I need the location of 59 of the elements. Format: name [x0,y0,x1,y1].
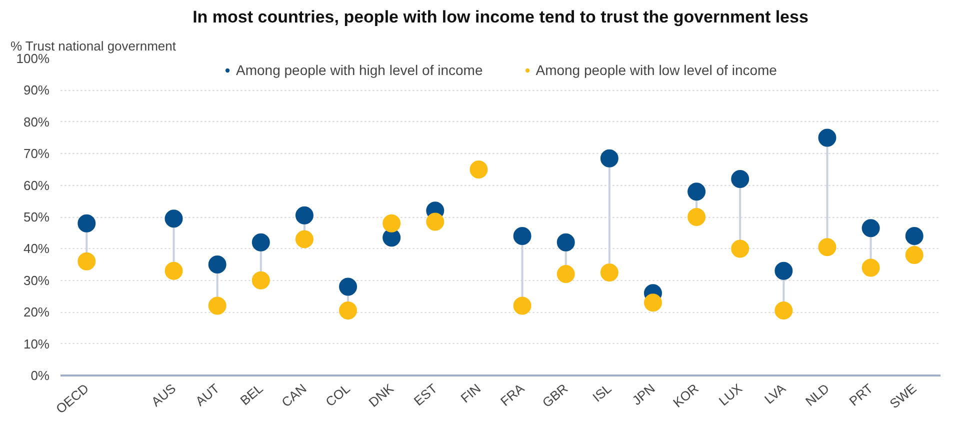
y-tick-label: 60% [23,178,50,193]
y-tick-label: 30% [23,272,50,288]
point [513,227,532,246]
point [208,296,226,315]
point [731,240,750,258]
y-tick-label: 50% [23,210,50,224]
point [164,262,183,280]
point [862,219,880,238]
point [208,256,226,274]
x-tick-label: NLD [802,380,832,409]
point [78,214,96,232]
x-tick-label: FRA [498,380,528,409]
point [556,265,575,284]
point [731,170,750,188]
x-tick-label: LUX [716,380,746,408]
point [382,214,401,232]
point [818,238,836,256]
y-tick-label: 20% [23,304,50,320]
point [818,128,836,147]
point [688,208,706,226]
x-tick-label: COL [322,380,353,410]
point [513,296,532,315]
y-tick-label: 40% [23,241,50,256]
legend-label: Among people with high level of income [236,62,483,78]
y-axis-title: % Trust national government [10,38,176,54]
point [295,230,314,248]
point [426,212,444,231]
point [470,160,488,178]
point [600,263,618,282]
point [774,262,793,280]
x-tick-label: GBR [539,380,571,410]
point [295,206,314,224]
point [164,210,183,228]
x-tick-label: BEL [237,380,266,408]
point [339,278,358,296]
point [688,182,706,201]
point [774,302,793,320]
point [252,233,270,252]
point [905,246,924,264]
point [339,302,358,320]
point [252,271,270,290]
point [78,252,96,270]
y-tick-label: 0% [30,368,50,383]
point [905,227,924,246]
legend-label: Among people with low level of income [536,62,777,78]
y-tick-label: 90% [23,82,50,98]
chart-title: In most countries, people with low income tend to trust the government less [192,8,808,26]
point [862,258,880,277]
y-tick-label: 70% [23,146,50,162]
y-tick-label: 10% [23,336,50,352]
y-tick-label: 100% [16,51,50,66]
x-tick-label: ISL [590,380,614,405]
x-tick-label: LVA [762,380,789,407]
y-tick-label: 80% [23,114,50,130]
point [644,294,662,312]
point [600,149,618,168]
x-tick-label: FIN [458,380,484,406]
x-tick-label: JPN [629,380,658,408]
point [556,233,575,252]
